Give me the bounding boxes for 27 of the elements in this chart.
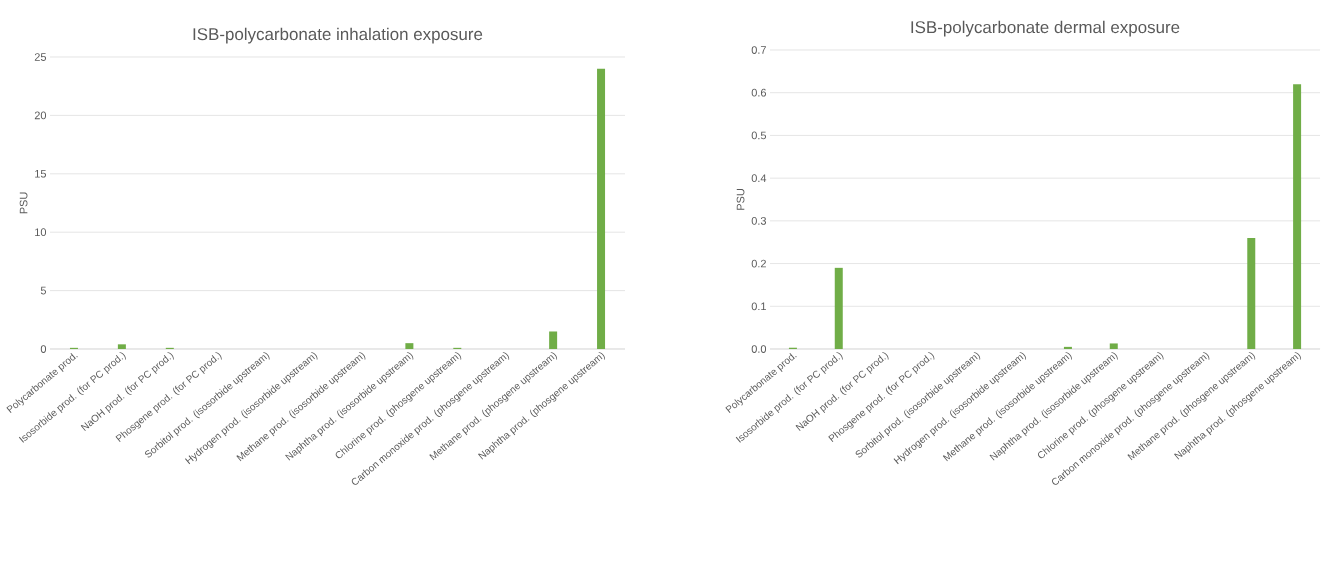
bar: [1293, 84, 1302, 349]
bar: [597, 68, 606, 349]
bar: [405, 343, 414, 349]
y-tick-label: 0.1: [751, 302, 766, 311]
bar: [117, 344, 126, 349]
bar: [549, 331, 558, 349]
bar: [834, 267, 843, 349]
chart-title: ISB-polycarbonate dermal exposure: [911, 20, 1180, 37]
chart-title: ISB-polycarbonate inhalation exposure: [193, 27, 483, 44]
y-tick-label: 0.7: [751, 46, 766, 54]
y-axis-title: PSU: [736, 189, 745, 210]
y-tick-label: 10: [35, 228, 47, 237]
y-tick-label: 0.3: [751, 216, 766, 225]
bar: [1063, 346, 1072, 349]
y-axis-title: PSU: [19, 192, 28, 214]
y-tick-label: 15: [35, 169, 47, 178]
y-tick-label: 0.0: [751, 345, 767, 353]
y-tick-label: 0.2: [751, 259, 766, 268]
bar: [1247, 237, 1256, 349]
y-tick-label: 0.5: [751, 131, 767, 140]
bar: [1109, 343, 1118, 349]
y-tick-label: 0.4: [751, 174, 767, 183]
y-tick-label: 0: [40, 345, 47, 353]
y-tick-label: 25: [34, 53, 47, 61]
y-tick-label: 20: [34, 111, 47, 120]
y-tick-label: 0.6: [751, 88, 766, 97]
y-tick-label: 5: [40, 286, 47, 295]
